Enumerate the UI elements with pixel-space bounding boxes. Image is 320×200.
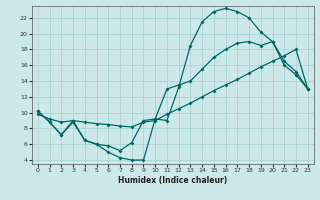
X-axis label: Humidex (Indice chaleur): Humidex (Indice chaleur) xyxy=(118,176,228,185)
